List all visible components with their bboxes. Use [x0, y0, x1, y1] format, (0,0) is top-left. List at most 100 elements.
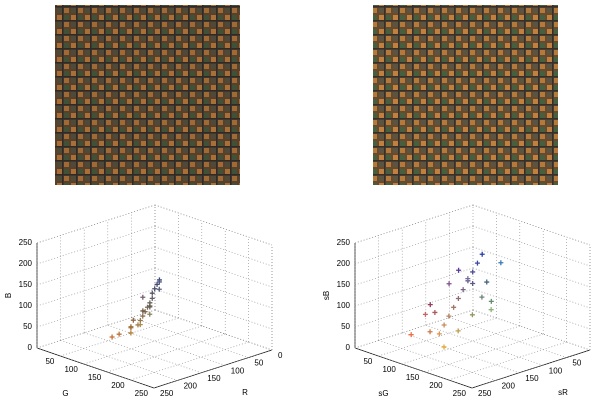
- grid-line: [154, 309, 273, 351]
- point: [147, 303, 153, 309]
- point: [156, 279, 162, 285]
- y-tick-label: 200: [429, 381, 443, 390]
- x-axis-label: R: [242, 388, 248, 397]
- point: [128, 324, 134, 330]
- axis-line: [36, 347, 155, 389]
- z-tick-label: 100: [19, 301, 33, 310]
- grid-line: [449, 317, 567, 358]
- grid-line: [154, 204, 273, 246]
- grid-line: [107, 333, 226, 373]
- point: [474, 260, 480, 266]
- y-tick-label: 50: [45, 357, 54, 366]
- point: [137, 322, 143, 328]
- y-tick-label: 50: [363, 357, 372, 366]
- grid-line: [83, 325, 202, 365]
- z-tick-label: 200: [337, 259, 351, 268]
- x-tick-label: 0: [278, 351, 283, 360]
- point: [130, 317, 136, 323]
- point: [128, 330, 134, 336]
- z-tick-label: 50: [341, 322, 350, 331]
- point: [147, 311, 153, 317]
- point: [455, 295, 461, 301]
- x-tick-label: 200: [502, 382, 516, 391]
- x-tick-label: 50: [572, 359, 581, 368]
- processed-image: [373, 5, 558, 185]
- grid-line: [36, 246, 156, 286]
- grid-line: [154, 225, 273, 267]
- x-tick-label: 100: [231, 366, 245, 375]
- y-axis-label: G: [62, 389, 68, 398]
- grid-line: [472, 246, 591, 288]
- grid-line: [354, 225, 474, 265]
- x-tick-label: 250: [478, 389, 492, 398]
- grid-line: [60, 340, 178, 381]
- z-axis-label: B: [4, 293, 13, 298]
- point: [446, 281, 452, 287]
- y-tick-label: 250: [453, 389, 467, 398]
- z-tick-label: 150: [337, 280, 351, 289]
- grid-line: [60, 317, 179, 357]
- point: [156, 286, 162, 292]
- grid-line: [472, 204, 591, 246]
- x-tick-label: 250: [160, 389, 174, 398]
- z-tick-label: 200: [19, 259, 33, 268]
- z-tick-label: 50: [23, 322, 32, 331]
- grid-line: [36, 225, 156, 265]
- x-tick-label: 150: [207, 374, 221, 383]
- grid-line: [401, 325, 520, 365]
- grid-line: [354, 288, 474, 328]
- point: [422, 311, 428, 317]
- axis-line: [354, 347, 473, 389]
- grid-line: [378, 317, 497, 357]
- axis-line: [153, 349, 273, 389]
- z-tick-label: 250: [337, 238, 351, 247]
- point: [498, 260, 504, 266]
- point: [455, 328, 461, 334]
- grid-line: [154, 246, 273, 288]
- point: [484, 279, 490, 285]
- x-tick-label: 100: [549, 366, 563, 375]
- z-tick-label: 0: [346, 343, 351, 352]
- point: [427, 302, 433, 308]
- grid-line: [84, 332, 202, 374]
- point: [460, 287, 466, 293]
- x-tick-label: 200: [184, 382, 198, 391]
- point: [408, 332, 414, 338]
- z-tick-label: 0: [28, 343, 33, 352]
- point: [479, 251, 485, 257]
- z-axis-label: sB: [322, 291, 331, 300]
- x-tick-label: 150: [525, 374, 539, 383]
- point: [465, 276, 471, 282]
- point: [470, 269, 476, 275]
- point: [451, 304, 457, 310]
- grid-line: [354, 204, 474, 244]
- original-image: [55, 5, 240, 185]
- grid-line: [354, 309, 474, 349]
- y-tick-label: 250: [135, 389, 149, 398]
- y-tick-label: 100: [64, 365, 78, 374]
- axis-line: [471, 349, 591, 389]
- y-tick-label: 150: [406, 373, 420, 382]
- y-tick-label: 200: [111, 381, 125, 390]
- point: [469, 312, 475, 318]
- x-tick-label: 50: [254, 359, 263, 368]
- grid-line: [154, 288, 273, 330]
- point: [149, 290, 155, 296]
- point: [109, 334, 115, 340]
- grid-line: [402, 332, 520, 374]
- y-tick-label: 150: [88, 373, 102, 382]
- point: [479, 294, 485, 300]
- grid-line: [378, 340, 496, 381]
- point: [432, 309, 438, 315]
- grid-line: [36, 267, 156, 307]
- point: [441, 322, 447, 328]
- x-axis-label: sR: [558, 388, 568, 397]
- point: [116, 331, 122, 337]
- point: [140, 313, 146, 319]
- point: [441, 344, 447, 350]
- grid-line: [472, 225, 591, 267]
- grid-line: [36, 309, 156, 349]
- point: [436, 331, 442, 337]
- point: [140, 308, 146, 314]
